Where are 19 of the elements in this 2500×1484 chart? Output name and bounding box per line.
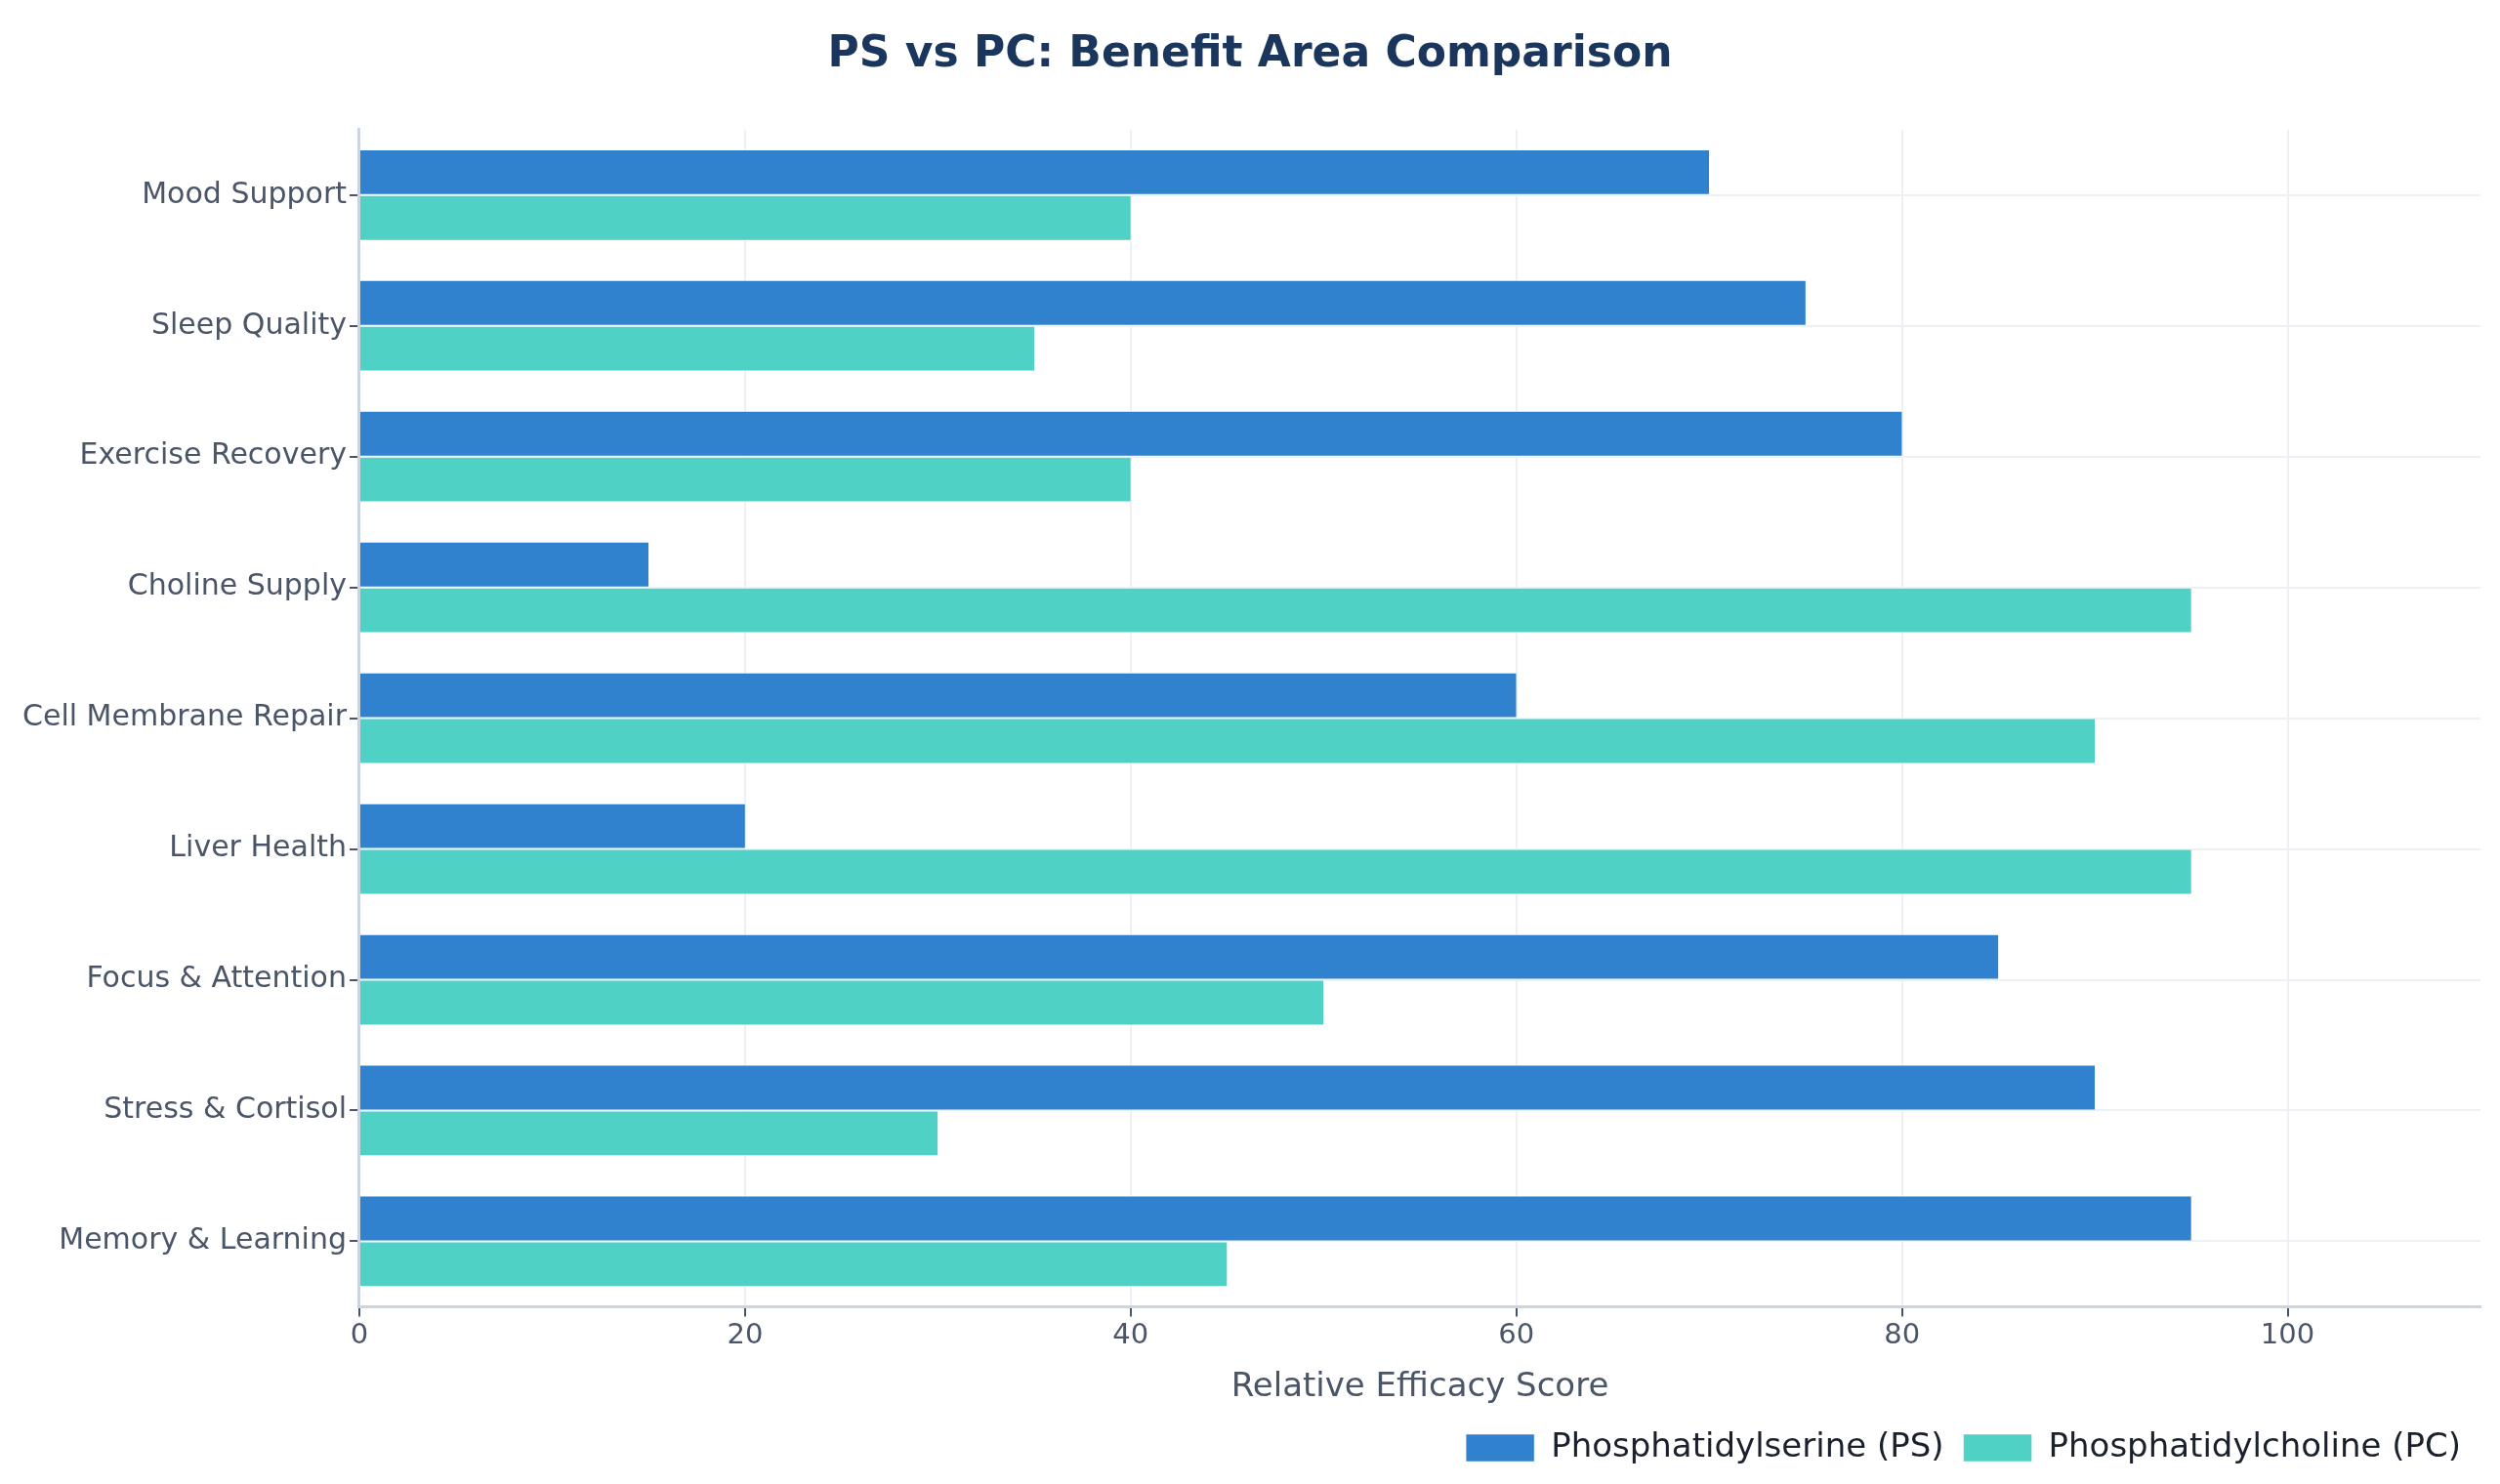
- x-tick-label: 60: [1498, 1317, 1535, 1351]
- x-axis-title: Relative Efficacy Score: [1230, 1365, 1609, 1405]
- y-tick-label: Sleep Quality: [150, 306, 347, 341]
- y-tick-label: Exercise Recovery: [79, 436, 347, 472]
- x-tick-label: 40: [1112, 1317, 1149, 1351]
- x-tick-label: 100: [2260, 1317, 2315, 1351]
- y-tick-label: Mood Support: [142, 175, 348, 210]
- y-tick-label: Focus & Attention: [86, 960, 347, 995]
- legend-label: Phosphatidylserine (PS): [1551, 1424, 1944, 1464]
- chart-title: PS vs PC: Benefit Area Comparison: [827, 25, 1673, 76]
- x-tick-label: 80: [1884, 1317, 1921, 1351]
- y-tick-label: Cell Membrane Repair: [21, 698, 348, 733]
- y-tick-label: Memory & Learning: [59, 1221, 347, 1257]
- x-tick-label: 0: [350, 1317, 369, 1351]
- x-tick-label: 20: [727, 1317, 764, 1351]
- y-tick-label: Choline Supply: [127, 567, 347, 602]
- legend-label: Phosphatidylcholine (PC): [2048, 1424, 2462, 1464]
- y-tick-label: Liver Health: [169, 829, 347, 864]
- y-tick-label: Stress & Cortisol: [104, 1091, 347, 1126]
